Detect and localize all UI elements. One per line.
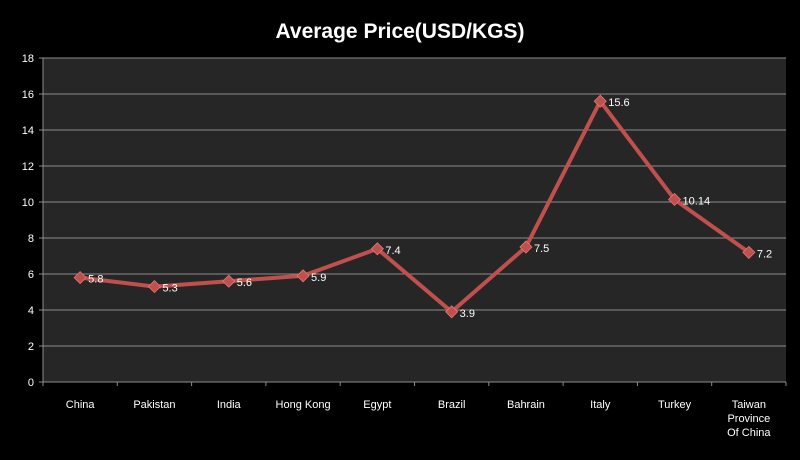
y-tick-label-6: 6 bbox=[28, 269, 34, 281]
series-line bbox=[78, 99, 751, 314]
data-label-italy: 15.6 bbox=[608, 97, 629, 109]
x-tick-label-hong-kong: Hong Kong bbox=[276, 399, 331, 411]
series-price bbox=[78, 99, 751, 314]
y-tick-label-8: 8 bbox=[28, 233, 34, 245]
data-point-india bbox=[222, 274, 236, 288]
x-tick-label-china: China bbox=[66, 399, 96, 411]
data-point-brazil bbox=[445, 305, 459, 319]
x-tick-label-brazil: Brazil bbox=[438, 399, 466, 411]
data-point-china bbox=[73, 271, 87, 285]
data-label-pakistan: 5.3 bbox=[162, 283, 177, 295]
y-tick-label-2: 2 bbox=[28, 341, 34, 353]
data-label-hong-kong: 5.9 bbox=[311, 272, 326, 284]
data-label-turkey: 10.14 bbox=[683, 195, 711, 207]
data-point-taiwan-province-of-china bbox=[742, 245, 756, 259]
y-tick-label-16: 16 bbox=[22, 89, 34, 101]
data-point-bahrain bbox=[519, 240, 533, 254]
x-tick-label-pakistan: Pakistan bbox=[133, 399, 175, 411]
chart-title: Average Price(USD/KGS) bbox=[276, 20, 525, 43]
x-tick-label-egypt: Egypt bbox=[363, 399, 391, 411]
x-tick-label-bahrain: Bahrain bbox=[507, 399, 545, 411]
x-axis-ticks: China Pakistan India Hong Kong Egypt Brazil Ba… bbox=[42, 382, 787, 439]
x-tick-label-italy: Italy bbox=[590, 399, 611, 411]
y-axis-ticks: 0 2 4 6 8 10 12 14 16 18 bbox=[22, 53, 43, 389]
data-point-hong-kong bbox=[296, 269, 310, 283]
y-tick-label-12: 12 bbox=[22, 161, 34, 173]
x-tick-label-india: India bbox=[217, 399, 242, 411]
y-tick-label-14: 14 bbox=[22, 125, 34, 137]
x-tick-label-taiwan-province-of-china: Taiwan Province Of China bbox=[727, 399, 771, 439]
data-point-egypt bbox=[370, 242, 384, 256]
y-tick-label-18: 18 bbox=[22, 53, 34, 65]
data-label-india: 5.6 bbox=[237, 277, 252, 289]
data-label-bahrain: 7.5 bbox=[534, 243, 549, 255]
data-labels: 5.8 5.3 5.6 5.9 7.4 3.9 7.5 15.6 10.14 7.2 bbox=[88, 97, 772, 320]
gridlines bbox=[43, 57, 786, 347]
data-label-taiwan-province-of-china: 7.2 bbox=[757, 248, 772, 260]
data-markers bbox=[73, 94, 756, 319]
data-label-china: 5.8 bbox=[88, 274, 103, 286]
y-tick-label-4: 4 bbox=[28, 305, 34, 317]
y-tick-label-10: 10 bbox=[22, 197, 34, 209]
data-label-brazil: 3.9 bbox=[460, 308, 475, 320]
data-point-turkey bbox=[667, 192, 682, 207]
data-point-italy bbox=[593, 94, 607, 108]
y-tick-label-0: 0 bbox=[28, 377, 34, 389]
data-point-pakistan bbox=[147, 280, 162, 294]
x-tick-label-turkey: Turkey bbox=[658, 399, 692, 411]
data-label-egypt: 7.4 bbox=[385, 245, 400, 257]
plot-area bbox=[43, 58, 786, 382]
